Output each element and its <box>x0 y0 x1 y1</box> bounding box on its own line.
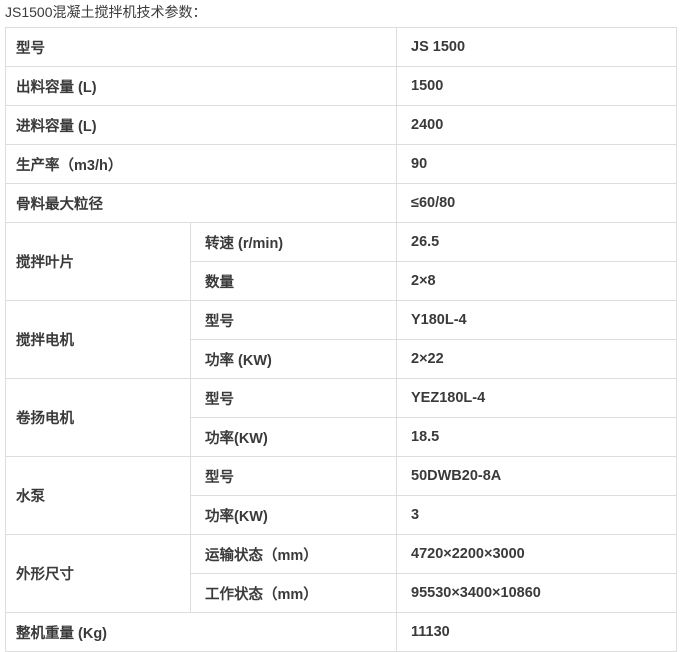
row-sublabel: 运输状态（mm） <box>190 534 397 574</box>
table-row: 骨料最大粒径 ≤60/80 <box>5 183 677 223</box>
row-value: 2400 <box>396 105 677 145</box>
row-value: 1500 <box>396 66 677 106</box>
row-value: ≤60/80 <box>396 183 677 223</box>
row-label: 骨料最大粒径 <box>5 183 397 223</box>
table-row: 数量 2×8 <box>6 261 677 301</box>
row-sublabel: 型号 <box>190 456 397 496</box>
row-sublabel: 数量 <box>190 261 397 301</box>
table-row: 整机重量 (Kg) 11130 <box>5 612 677 652</box>
row-sublabel: 功率 (KW) <box>190 339 397 379</box>
row-sublabel: 工作状态（mm） <box>190 573 397 613</box>
row-label: 搅拌叶片 <box>5 222 191 301</box>
row-value: 90 <box>396 144 677 184</box>
row-label: 卷扬电机 <box>5 378 191 457</box>
table-row: 型号 JS 1500 <box>5 27 677 67</box>
table-row: 搅拌电机 型号 Y180L-4 <box>5 300 677 379</box>
row-label: 外形尺寸 <box>5 534 191 613</box>
table-row: 进料容量 (L) 2400 <box>5 105 677 145</box>
row-value: 11130 <box>396 612 677 652</box>
technical-parameters-table: 型号 JS 1500 出料容量 (L) 1500 进料容量 (L) 2400 生产率（m3/… <box>5 27 677 652</box>
table-row: 外形尺寸 运输状态（mm） 4720×2200×3000 <box>5 534 677 613</box>
row-value: 26.5 <box>396 222 677 262</box>
row-label: 搅拌电机 <box>5 300 191 379</box>
row-label: 水泵 <box>5 456 191 535</box>
row-value: 4720×2200×3000 <box>396 534 677 574</box>
row-value: YEZ180L-4 <box>396 378 677 418</box>
table-row: 搅拌叶片 转速 (r/min) 26.5 <box>5 222 677 301</box>
table-row: 卷扬电机 型号 YEZ180L-4 <box>5 378 677 457</box>
table-row: 水泵 型号 50DWB20-8A <box>5 456 677 535</box>
row-value: 2×22 <box>396 339 677 379</box>
row-value: 50DWB20-8A <box>396 456 677 496</box>
row-sublabel: 型号 <box>190 378 397 418</box>
row-label: 出料容量 (L) <box>5 66 397 106</box>
row-value: Y180L-4 <box>396 300 677 340</box>
row-value: 95530×3400×10860 <box>396 573 677 613</box>
table-row: 工作状态（mm） 95530×3400×10860 <box>6 573 677 613</box>
table-row: 出料容量 (L) 1500 <box>5 66 677 106</box>
page-title: JS1500混凝土搅拌机技术参数： <box>5 4 207 20</box>
table-row: 生产率（m3/h） 90 <box>5 144 677 184</box>
table-body: 型号 JS 1500 出料容量 (L) 1500 进料容量 (L) 2400 生产率（m3/… <box>5 27 677 652</box>
row-sublabel: 功率(KW) <box>190 417 397 457</box>
row-label: 型号 <box>5 27 397 67</box>
spec-sheet-page: JS1500混凝土搅拌机技术参数： 型号 JS 1500 出料容量 (L) 1500 进… <box>5 4 677 652</box>
row-value: JS 1500 <box>396 27 677 67</box>
row-label: 生产率（m3/h） <box>5 144 397 184</box>
row-value: 3 <box>396 495 677 535</box>
table-row: 功率(KW) 3 <box>6 495 677 535</box>
row-label: 整机重量 (Kg) <box>5 612 397 652</box>
row-label: 进料容量 (L) <box>5 105 397 145</box>
row-sublabel: 型号 <box>190 300 397 340</box>
row-value: 2×8 <box>396 261 677 301</box>
table-row: 功率 (KW) 2×22 <box>6 339 677 379</box>
row-sublabel: 功率(KW) <box>190 495 397 535</box>
row-sublabel: 转速 (r/min) <box>190 222 397 262</box>
row-value: 18.5 <box>396 417 677 457</box>
table-row: 功率(KW) 18.5 <box>6 417 677 457</box>
